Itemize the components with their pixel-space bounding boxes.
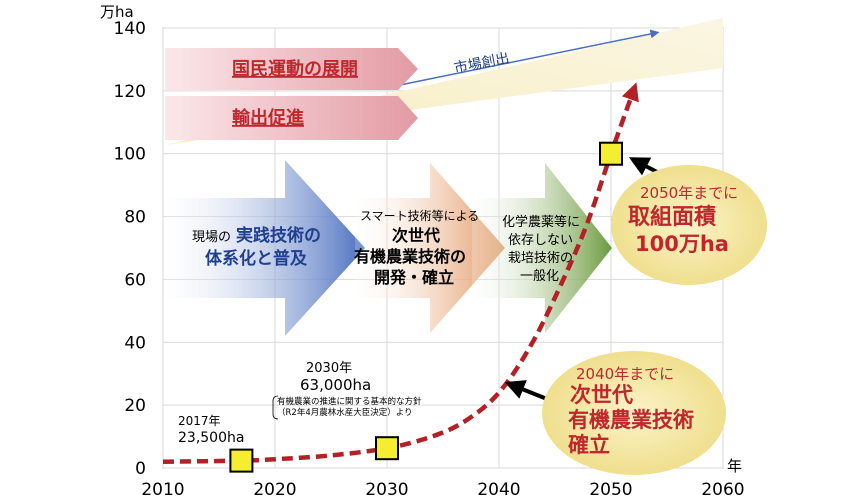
data-point-marker [599,141,623,166]
banner-export-label: 輸出促進 [232,107,304,129]
x-tick-label: 2020 [253,480,296,500]
data-point-marker [229,448,254,473]
annotation-2017-year: 2017年 [178,414,221,428]
annotation-2030-note-line2: （R2年4月農林水産大臣決定）より [277,407,413,418]
banner-national-movement [165,48,418,90]
callout-2040 [542,351,726,475]
data-point-marker [375,436,399,461]
x-tick-label: 2040 [477,480,520,500]
callout-2040-line1: 2040年までに [576,365,674,383]
arrow3-text-line2: 依存しない [508,233,573,248]
x-tick-label: 2010 [141,480,184,500]
callout-2040-line3: 有機農業技術 [568,408,694,432]
y-tick-label: 20 [124,396,146,416]
arrow2-text-line3: 有機農業技術の [354,247,466,266]
arrow1-text-prefix: 現場の [192,230,231,245]
annotation-2030-note-line1: 有機農業の推進に関する基本的な方針 [277,396,422,407]
y-unit-label: 万ha [100,3,134,21]
callout-2050 [611,165,767,285]
market-arrow [399,29,660,86]
callout-2050-line1: 2050年までに [640,184,738,202]
series-line [162,82,639,464]
x-tick-label: 2050 [589,480,632,500]
arrow2-text-line2: 次世代 [392,226,440,245]
x-unit-label: 年 [727,457,742,475]
x-tick-label: 2060 [701,480,744,500]
y-tick-label: 0 [135,459,146,479]
arrow3-text-line3: 栽培技術の [508,250,573,266]
callout-2040-line4: 確立 [568,433,610,457]
arrow1-text-line2: 体系化と普及 [205,248,308,269]
arrow3-text-line1: 化学農薬等に [502,214,580,230]
y-tick-labels: 0 20 40 60 80 100 120 140 [114,19,146,479]
arrow2-text-line1: スマート技術等による [360,209,479,223]
y-tick-label: 120 [114,82,146,102]
callout-2050-line2: 取組面積 [628,204,717,230]
annotation-2017-value: 23,500ha [178,430,244,446]
arrow-next-gen-technology [355,163,505,333]
x-tick-label: 2030 [365,480,408,500]
callout-2050-line3: 100万ha [635,232,729,256]
annotation-2030-note-bracket [272,395,279,420]
annotation-2030-value: 63,000ha [300,376,371,394]
annotation-2030-year: 2030年 [306,361,352,376]
arrow-practice-technology [165,160,365,336]
arrow-generalization [472,163,612,333]
banner-national-movement-label: 国民運動の展開 [232,58,358,80]
y-tick-label: 60 [124,270,146,290]
callout-2040-line2: 次世代 [570,383,633,407]
arrow2-text-line4: 開発・確立 [374,268,454,287]
y-tick-label: 40 [124,333,146,353]
arrow3-text-line4: 一般化 [520,268,559,284]
y-tick-label: 140 [114,19,146,39]
y-tick-label: 80 [124,208,146,228]
banner-export [165,96,418,140]
markers [229,141,623,473]
y-tick-label: 100 [114,145,146,165]
x-tick-labels: 2010 2020 2030 2040 2050 2060 [141,480,744,500]
arrow1-text-main: 実践技術の [236,225,321,246]
